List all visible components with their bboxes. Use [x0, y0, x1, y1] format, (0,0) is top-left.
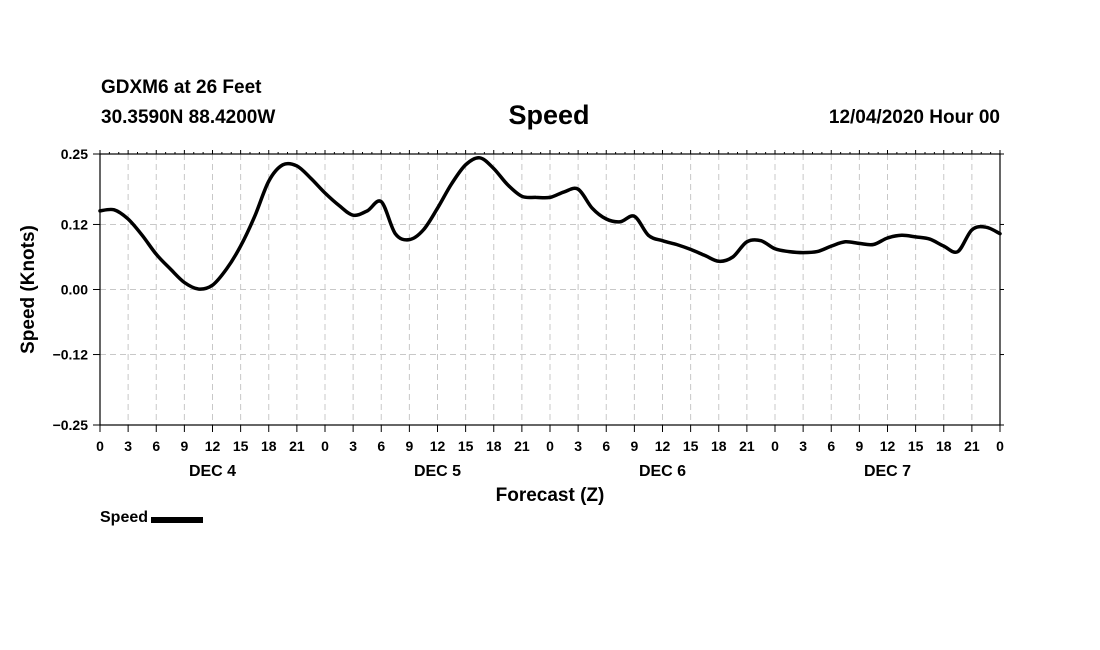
x-tick-label: 9	[180, 438, 188, 454]
x-tick-label: 18	[936, 438, 952, 454]
x-tick-label: 21	[514, 438, 530, 454]
x-tick-label: 0	[321, 438, 329, 454]
x-tick-label: 18	[711, 438, 727, 454]
x-tick-label: 21	[289, 438, 305, 454]
day-label: DEC 6	[639, 463, 686, 480]
x-tick-label: 3	[124, 438, 132, 454]
day-label: DEC 7	[864, 463, 911, 480]
chart-title-text: Speed	[508, 100, 590, 130]
legend: Speed	[100, 509, 204, 527]
x-tick-label: 3	[799, 438, 807, 454]
y-tick-label: 0.25	[61, 146, 88, 162]
x-tick-label: 12	[430, 438, 446, 454]
x-tick-label: 3	[574, 438, 582, 454]
x-tick-label: 9	[855, 438, 863, 454]
x-tick-label: 0	[996, 438, 1004, 454]
x-tick-label: 15	[683, 438, 699, 454]
x-tick-label: 0	[771, 438, 779, 454]
x-tick-label: 21	[739, 438, 755, 454]
y-tick-label: 0.00	[61, 282, 88, 298]
x-tick-label: 0	[96, 438, 104, 454]
x-tick-label: 12	[655, 438, 671, 454]
x-tick-label: 9	[630, 438, 638, 454]
x-axis-title: Forecast (Z)	[496, 485, 605, 506]
station-coordinates: 30.3590N 88.4200W	[101, 107, 276, 128]
x-tick-label: 6	[827, 438, 835, 454]
y-tick-label: 0.12	[61, 216, 88, 232]
x-tick-label: 18	[261, 438, 277, 454]
x-tick-label: 6	[602, 438, 610, 454]
x-tick-label: 15	[233, 438, 249, 454]
x-tick-label: 6	[152, 438, 160, 454]
x-tick-label: 15	[458, 438, 474, 454]
x-tick-label: 18	[486, 438, 502, 454]
chart-title: Speed	[0, 100, 1100, 131]
legend-label: Speed	[100, 509, 149, 526]
x-tick-label: 21	[964, 438, 980, 454]
x-tick-label: 0	[546, 438, 554, 454]
day-label: DEC 5	[414, 463, 461, 480]
speed-series-line	[98, 156, 1002, 291]
x-tick-label: 12	[205, 438, 221, 454]
legend-swatch	[151, 516, 204, 523]
y-axis-title: Speed (Knots)	[18, 225, 39, 354]
x-tick-label: 6	[377, 438, 385, 454]
forecast-run-time: 12/04/2020 Hour 00	[828, 107, 1000, 128]
x-tick-label: 9	[405, 438, 413, 454]
x-tick-label: 12	[880, 438, 896, 454]
station-label: GDXM6 at 26 Feet	[101, 77, 262, 98]
y-tick-label: −0.25	[53, 417, 89, 433]
y-tick-label: −0.12	[53, 347, 89, 363]
x-tick-label: 15	[908, 438, 924, 454]
x-tick-label: 3	[349, 438, 357, 454]
day-label: DEC 4	[189, 463, 236, 480]
